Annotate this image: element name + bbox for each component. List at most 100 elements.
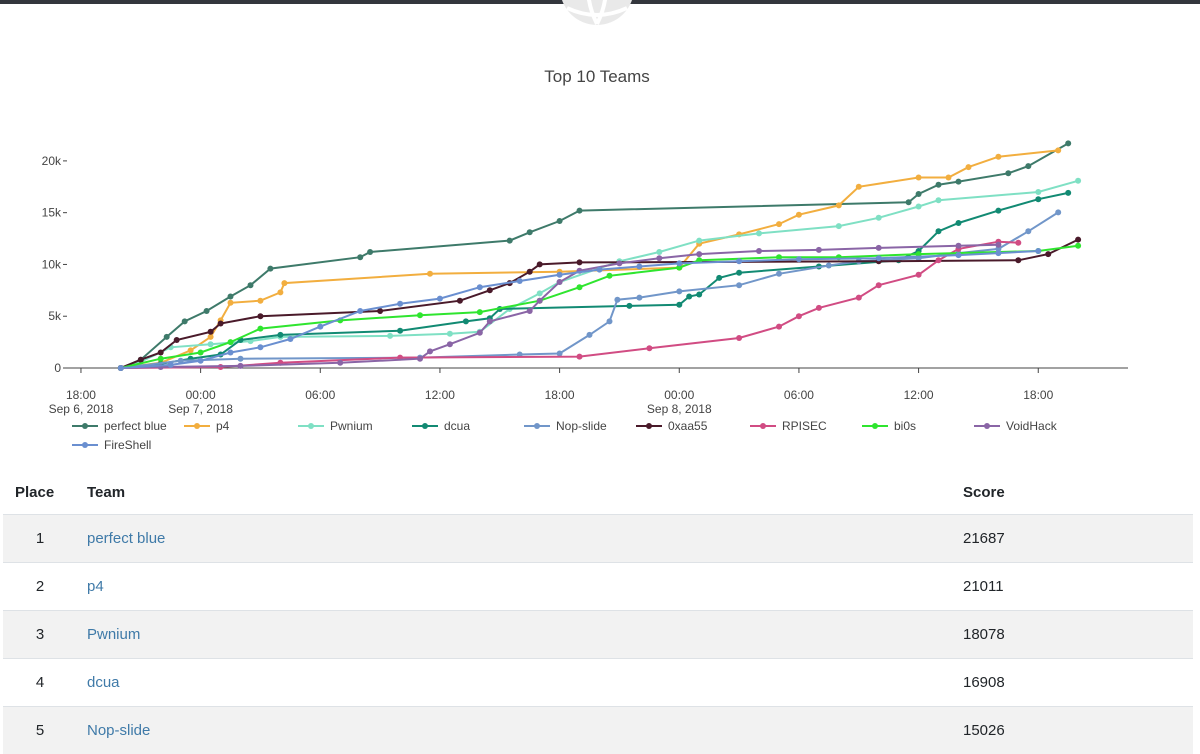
data-point[interactable] bbox=[614, 297, 620, 303]
data-point[interactable] bbox=[956, 220, 962, 226]
data-point[interactable] bbox=[287, 336, 293, 342]
data-point[interactable] bbox=[1075, 178, 1081, 184]
data-point[interactable] bbox=[736, 270, 742, 276]
data-point[interactable] bbox=[736, 258, 742, 264]
data-point[interactable] bbox=[317, 324, 323, 330]
data-point[interactable] bbox=[616, 260, 622, 266]
legend-item[interactable]: VoidHack bbox=[974, 419, 1058, 433]
team-link[interactable]: dcua bbox=[87, 674, 120, 691]
data-point[interactable] bbox=[138, 357, 144, 363]
legend-item[interactable]: FireShell bbox=[72, 438, 151, 452]
data-point[interactable] bbox=[463, 318, 469, 324]
place-header[interactable]: Place bbox=[3, 470, 87, 515]
data-point[interactable] bbox=[527, 308, 533, 314]
data-point[interactable] bbox=[916, 175, 922, 181]
data-point[interactable] bbox=[487, 318, 493, 324]
data-point[interactable] bbox=[188, 347, 194, 353]
data-point[interactable] bbox=[477, 284, 483, 290]
data-point[interactable] bbox=[158, 356, 164, 362]
data-point[interactable] bbox=[836, 223, 842, 229]
data-point[interactable] bbox=[776, 221, 782, 227]
legend-item[interactable]: p4 bbox=[184, 419, 230, 433]
data-point[interactable] bbox=[537, 290, 543, 296]
legend-item[interactable]: Nop-slide bbox=[524, 419, 607, 433]
data-point[interactable] bbox=[995, 250, 1001, 256]
data-point[interactable] bbox=[756, 230, 762, 236]
data-point[interactable] bbox=[447, 331, 453, 337]
data-point[interactable] bbox=[557, 279, 563, 285]
data-point[interactable] bbox=[966, 164, 972, 170]
data-point[interactable] bbox=[597, 267, 603, 273]
data-point[interactable] bbox=[537, 298, 543, 304]
data-point[interactable] bbox=[656, 255, 662, 261]
data-point[interactable] bbox=[397, 328, 403, 334]
data-point[interactable] bbox=[776, 271, 782, 277]
data-point[interactable] bbox=[656, 249, 662, 255]
data-point[interactable] bbox=[1035, 248, 1041, 254]
data-point[interactable] bbox=[238, 356, 244, 362]
data-point[interactable] bbox=[936, 197, 942, 203]
data-point[interactable] bbox=[1075, 243, 1081, 249]
data-point[interactable] bbox=[636, 295, 642, 301]
data-point[interactable] bbox=[816, 247, 822, 253]
data-point[interactable] bbox=[626, 303, 632, 309]
data-point[interactable] bbox=[257, 298, 263, 304]
data-point[interactable] bbox=[238, 363, 244, 369]
data-point[interactable] bbox=[507, 238, 513, 244]
team-link[interactable]: Nop-slide bbox=[87, 722, 150, 739]
data-point[interactable] bbox=[1035, 189, 1041, 195]
data-point[interactable] bbox=[367, 249, 373, 255]
data-point[interactable] bbox=[198, 350, 204, 356]
data-point[interactable] bbox=[946, 175, 952, 181]
data-point[interactable] bbox=[174, 337, 180, 343]
data-point[interactable] bbox=[182, 318, 188, 324]
data-point[interactable] bbox=[457, 298, 463, 304]
data-point[interactable] bbox=[208, 341, 214, 347]
data-point[interactable] bbox=[1015, 257, 1021, 263]
data-point[interactable] bbox=[204, 308, 210, 314]
legend-item[interactable]: dcua bbox=[412, 419, 470, 433]
data-point[interactable] bbox=[487, 287, 493, 293]
data-point[interactable] bbox=[1015, 240, 1021, 246]
data-point[interactable] bbox=[676, 260, 682, 266]
data-point[interactable] bbox=[956, 252, 962, 258]
data-point[interactable] bbox=[577, 354, 583, 360]
team-link[interactable]: Pwnium bbox=[87, 626, 140, 643]
data-point[interactable] bbox=[397, 301, 403, 307]
data-point[interactable] bbox=[796, 212, 802, 218]
data-point[interactable] bbox=[1025, 163, 1031, 169]
data-point[interactable] bbox=[437, 296, 443, 302]
data-point[interactable] bbox=[257, 344, 263, 350]
data-point[interactable] bbox=[577, 259, 583, 265]
legend-item[interactable]: perfect blue bbox=[72, 419, 167, 433]
data-point[interactable] bbox=[936, 228, 942, 234]
data-point[interactable] bbox=[281, 280, 287, 286]
data-point[interactable] bbox=[248, 282, 254, 288]
data-point[interactable] bbox=[477, 330, 483, 336]
data-point[interactable] bbox=[164, 334, 170, 340]
data-point[interactable] bbox=[736, 282, 742, 288]
data-point[interactable] bbox=[826, 263, 832, 269]
data-point[interactable] bbox=[257, 313, 263, 319]
data-point[interactable] bbox=[218, 321, 224, 327]
data-point[interactable] bbox=[607, 318, 613, 324]
data-point[interactable] bbox=[916, 272, 922, 278]
data-point[interactable] bbox=[557, 351, 563, 357]
data-point[interactable] bbox=[995, 154, 1001, 160]
data-point[interactable] bbox=[816, 305, 822, 311]
data-point[interactable] bbox=[696, 251, 702, 257]
data-point[interactable] bbox=[856, 184, 862, 190]
data-point[interactable] bbox=[557, 272, 563, 278]
data-point[interactable] bbox=[1025, 228, 1031, 234]
data-point[interactable] bbox=[686, 294, 692, 300]
data-point[interactable] bbox=[796, 313, 802, 319]
data-point[interactable] bbox=[228, 300, 234, 306]
data-point[interactable] bbox=[118, 365, 124, 371]
data-point[interactable] bbox=[876, 282, 882, 288]
data-point[interactable] bbox=[696, 292, 702, 298]
data-point[interactable] bbox=[267, 266, 273, 272]
data-point[interactable] bbox=[836, 202, 842, 208]
data-point[interactable] bbox=[537, 261, 543, 267]
team-header[interactable]: Team bbox=[87, 470, 963, 515]
data-point[interactable] bbox=[1045, 251, 1051, 257]
